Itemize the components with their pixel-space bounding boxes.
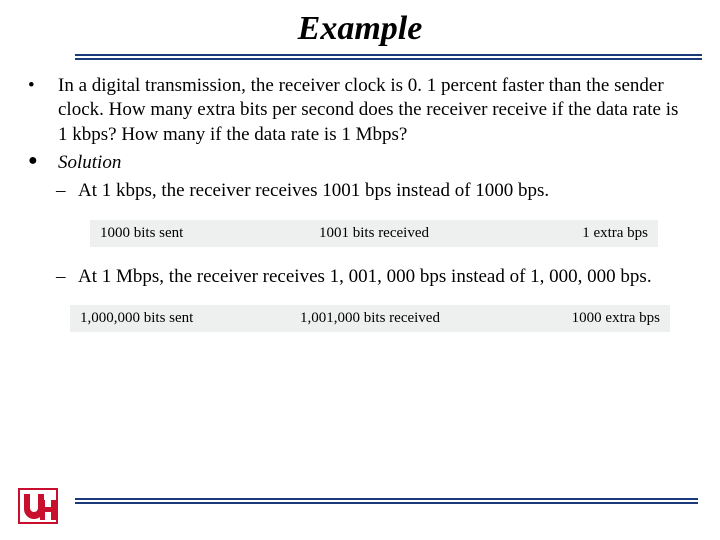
sub-text: At 1 kbps, the receiver receives 1001 bp… (78, 179, 692, 203)
sub-bullet: – At 1 kbps, the receiver receives 1001 … (28, 179, 692, 203)
box1-sent: 1000 bits sent (100, 224, 283, 243)
box1-extra: 1 extra bps (465, 224, 648, 243)
box2-sent: 1,000,000 bits sent (80, 309, 273, 328)
sub-marker: – (56, 265, 78, 289)
box1-received: 1001 bits received (283, 224, 466, 243)
uh-logo-icon (16, 486, 60, 526)
footer-rule (75, 498, 698, 504)
bullet-item: ● Solution (28, 151, 692, 175)
bullet-marker: • (28, 74, 58, 147)
bullet-text: Solution (58, 151, 692, 175)
data-box-2: 1,000,000 bits sent 1,001,000 bits recei… (70, 305, 670, 332)
data-box-1: 1000 bits sent 1001 bits received 1 extr… (90, 220, 658, 247)
bullet-item: • In a digital transmission, the receive… (28, 74, 692, 147)
sub-text: At 1 Mbps, the receiver receives 1, 001,… (78, 265, 692, 289)
sub-marker: – (56, 179, 78, 203)
slide-title: Example (0, 0, 720, 54)
bullet-text: In a digital transmission, the receiver … (58, 74, 692, 147)
box2-extra: 1000 extra bps (467, 309, 660, 328)
box2-received: 1,001,000 bits received (273, 309, 466, 328)
content-area: • In a digital transmission, the receive… (0, 60, 720, 332)
sub-bullet: – At 1 Mbps, the receiver receives 1, 00… (28, 265, 692, 289)
bullet-marker: ● (28, 151, 58, 175)
